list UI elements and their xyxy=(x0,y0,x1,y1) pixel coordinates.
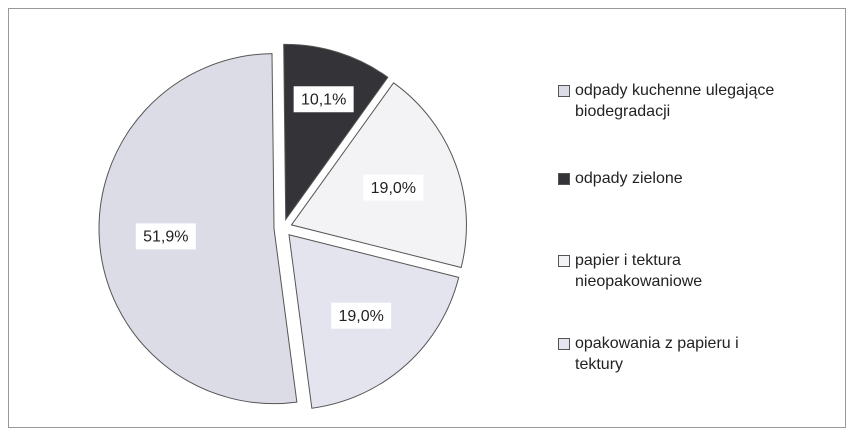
legend-label: papier i tektura nieopakowaniowe xyxy=(575,252,703,290)
legend-swatch xyxy=(558,173,570,185)
pie-slice xyxy=(98,53,298,405)
value-label-bg xyxy=(293,86,354,113)
value-label-bg xyxy=(363,174,424,201)
legend-item: papier i tektura nieopakowaniowe xyxy=(558,250,798,292)
legend-item: odpady zielone xyxy=(558,168,798,189)
legend-label: opakowania z papieru i tektury xyxy=(575,335,739,373)
legend-swatch xyxy=(558,255,570,267)
value-label-bg xyxy=(331,302,392,329)
legend-swatch xyxy=(558,85,570,97)
legend-label: odpady kuchenne ulegające biodegradacji xyxy=(575,82,775,120)
value-label-bg xyxy=(135,223,196,250)
value-label: 19,0% xyxy=(371,180,416,197)
chart-frame xyxy=(8,8,846,428)
value-label: 19,0% xyxy=(338,308,383,325)
value-label: 51,9% xyxy=(143,229,188,246)
legend-item: odpady kuchenne ulegające biodegradacji xyxy=(558,80,798,122)
legend-item: opakowania z papieru i tektury xyxy=(558,333,798,375)
legend-swatch xyxy=(558,338,570,350)
legend-label: odpady zielone xyxy=(575,170,683,187)
value-label: 10,1% xyxy=(301,91,346,108)
